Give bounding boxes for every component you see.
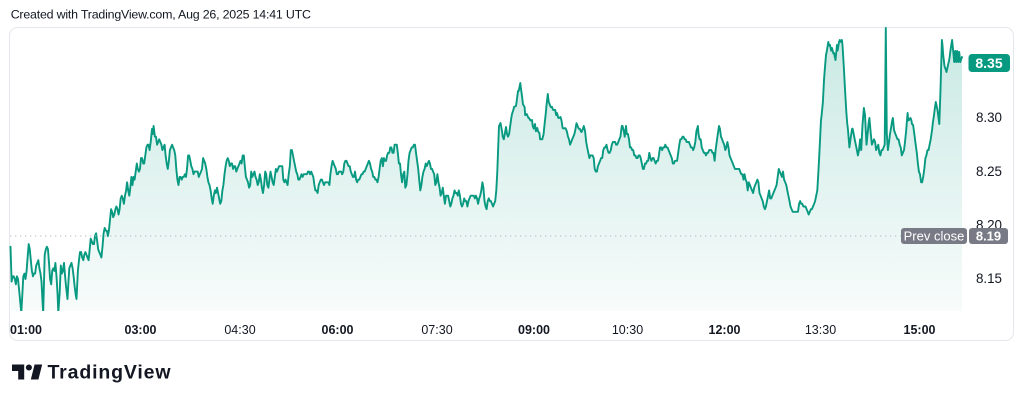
svg-text:06:00: 06:00 (322, 323, 354, 337)
svg-text:07:30: 07:30 (421, 323, 452, 337)
svg-text:04:30: 04:30 (224, 323, 255, 337)
svg-text:01:00: 01:00 (10, 323, 42, 337)
svg-text:15:00: 15:00 (904, 323, 936, 337)
svg-text:8.30: 8.30 (976, 110, 1002, 125)
svg-text:8.15: 8.15 (976, 271, 1002, 286)
svg-text:8.35: 8.35 (975, 55, 1002, 71)
svg-text:Prev close: Prev close (904, 229, 965, 244)
svg-text:8.19: 8.19 (976, 229, 1001, 244)
svg-text:TradingView: TradingView (48, 362, 172, 384)
svg-text:8.25: 8.25 (976, 164, 1002, 179)
svg-text:03:00: 03:00 (125, 323, 157, 337)
svg-text:Created with TradingView.com,: Created with TradingView.com, Aug 26, 20… (11, 7, 311, 21)
svg-text:12:00: 12:00 (709, 323, 741, 337)
svg-text:10:30: 10:30 (612, 323, 643, 337)
svg-text:09:00: 09:00 (518, 323, 550, 337)
svg-text:13:30: 13:30 (805, 323, 836, 337)
